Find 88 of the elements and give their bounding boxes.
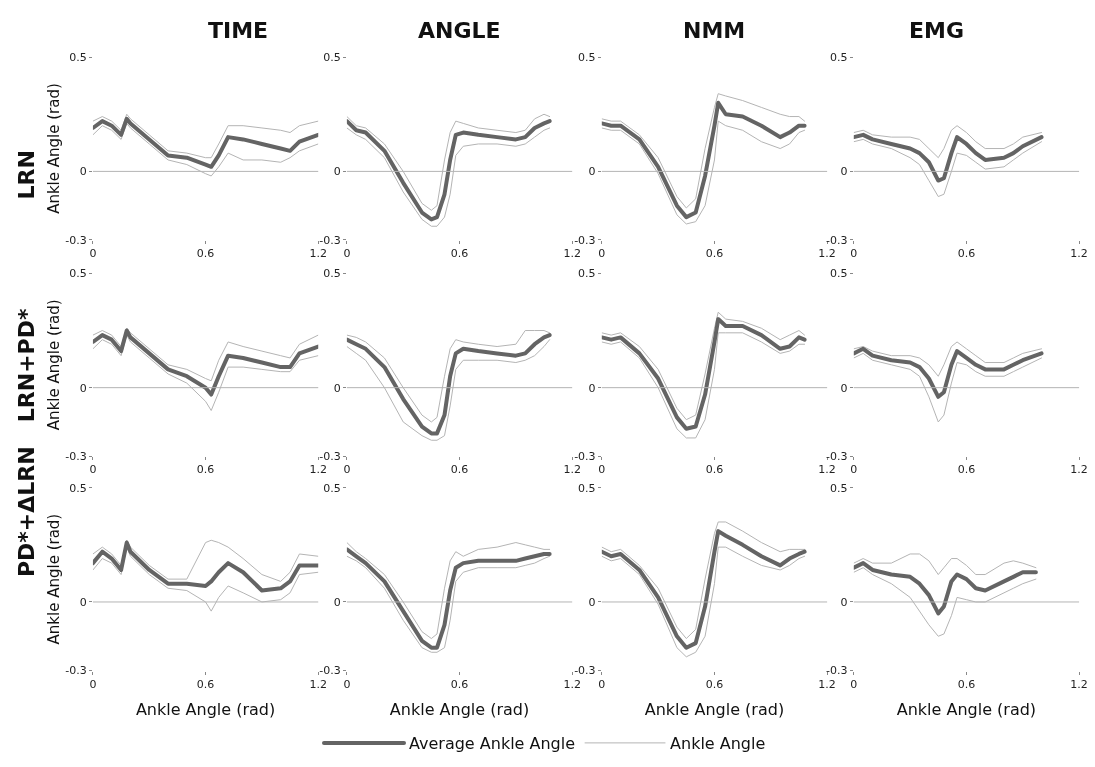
chart-title: EMG: [909, 18, 964, 43]
x-axis-title: Ankle Angle (rad): [135, 700, 276, 720]
x-tick-label: 1.2: [563, 677, 581, 691]
x-tick-label: 0.6: [957, 247, 976, 261]
y-tick-label: 0: [840, 165, 848, 179]
x-tick-label: 0: [598, 677, 606, 691]
x-tick-label: 1.2: [1070, 247, 1088, 261]
text: LRN+PD*: [13, 308, 39, 423]
y-tick-label: 0: [840, 595, 848, 609]
y-tick-label: 0: [840, 381, 848, 395]
y-tick-label: -0.3: [319, 664, 341, 678]
y-tick-label: 0: [588, 381, 596, 395]
x-tick-label: 0: [598, 247, 606, 261]
legend-label: Average Ankle Angle: [409, 734, 576, 754]
x-tick-label: 0.6: [957, 463, 976, 477]
y-tick-label: -0.3: [65, 450, 87, 464]
y-tick-label: -0.3: [826, 233, 848, 247]
x-tick-label: 0: [850, 677, 858, 691]
y-tick-label: 0.5: [830, 50, 848, 64]
y-tick-label: 0.5: [69, 50, 87, 64]
y-tick-label: 0.5: [578, 267, 596, 281]
x-tick-label: 0.6: [196, 247, 215, 261]
y-tick-label: -0.3: [574, 233, 596, 247]
x-tick-label: 0: [850, 247, 858, 261]
y-tick-label: 0.5: [578, 481, 596, 495]
x-tick-label: 0.6: [450, 463, 469, 477]
y-tick-label: -0.3: [574, 450, 596, 464]
x-axis-title: Ankle Angle (rad): [896, 700, 1037, 720]
y-tick-label: 0: [79, 165, 87, 179]
y-tick-label: -0.3: [65, 664, 87, 678]
x-tick-label: 0: [89, 463, 97, 477]
x-tick-label: 0: [343, 247, 351, 261]
y-tick-label: 0: [333, 165, 341, 179]
x-tick-label: 0.6: [705, 247, 724, 261]
y-tick-label: -0.3: [574, 664, 596, 678]
x-tick-label: 0.6: [705, 677, 724, 691]
y-tick-label: -0.3: [65, 233, 87, 247]
y-axis-title: Ankle Angle (rad): [44, 83, 63, 214]
x-tick-label: 0: [89, 247, 97, 261]
x-tick-label: 0.6: [705, 463, 724, 477]
x-tick-label: 1.2: [818, 463, 836, 477]
x-axis-title: Ankle Angle (rad): [389, 700, 530, 720]
chart-title: ANGLE: [418, 18, 501, 43]
y-tick-label: 0.5: [830, 481, 848, 495]
x-tick-label: 0: [89, 677, 97, 691]
x-tick-label: 0: [850, 463, 858, 477]
y-axis-title: Ankle Angle (rad): [44, 299, 63, 431]
x-tick-label: 1.2: [309, 247, 327, 261]
y-tick-label: 0: [588, 595, 596, 609]
text: PD*+ΔLRN: [13, 446, 39, 578]
y-tick-label: -0.3: [319, 233, 341, 247]
y-tick-label: 0.5: [578, 50, 596, 64]
x-tick-label: 1.2: [563, 247, 581, 261]
y-tick-label: 0: [588, 165, 596, 179]
y-tick-label: -0.3: [826, 450, 848, 464]
y-tick-label: 0.5: [69, 481, 87, 495]
x-tick-label: 1.2: [563, 463, 581, 477]
x-tick-label: 1.2: [1070, 463, 1088, 477]
x-tick-label: 0.6: [450, 247, 469, 261]
y-tick-label: 0.5: [323, 481, 341, 495]
y-tick-label: 0.5: [69, 267, 87, 281]
x-tick-label: 0.6: [450, 677, 469, 691]
y-tick-label: 0.5: [323, 267, 341, 281]
x-tick-label: 1.2: [309, 677, 327, 691]
y-tick-label: -0.3: [826, 664, 848, 678]
x-tick-label: 0: [343, 463, 351, 477]
x-tick-label: 0: [343, 677, 351, 691]
y-axis-title: Ankle Angle (rad): [44, 513, 63, 645]
text: LRN: [14, 150, 40, 200]
chart-title: NMM: [683, 18, 746, 43]
y-tick-label: 0: [333, 595, 341, 609]
x-tick-label: 0.6: [196, 677, 215, 691]
x-tick-label: 1.2: [1070, 677, 1088, 691]
x-tick-label: 1.2: [309, 463, 327, 477]
y-tick-label: 0.5: [830, 267, 848, 281]
x-axis-title: Ankle Angle (rad): [644, 700, 785, 720]
x-tick-label: 0: [598, 463, 606, 477]
x-tick-label: 1.2: [818, 247, 836, 261]
y-tick-label: 0: [79, 381, 87, 395]
y-tick-label: -0.3: [319, 450, 341, 464]
y-tick-label: 0: [79, 595, 87, 609]
x-tick-label: 0.6: [957, 677, 976, 691]
chart-title: TIME: [208, 18, 269, 43]
y-tick-label: 0.5: [323, 50, 341, 64]
x-tick-label: 0.6: [196, 463, 215, 477]
y-tick-label: 0: [333, 381, 341, 395]
legend-label: Ankle Angle: [670, 734, 766, 754]
x-tick-label: 1.2: [818, 677, 836, 691]
